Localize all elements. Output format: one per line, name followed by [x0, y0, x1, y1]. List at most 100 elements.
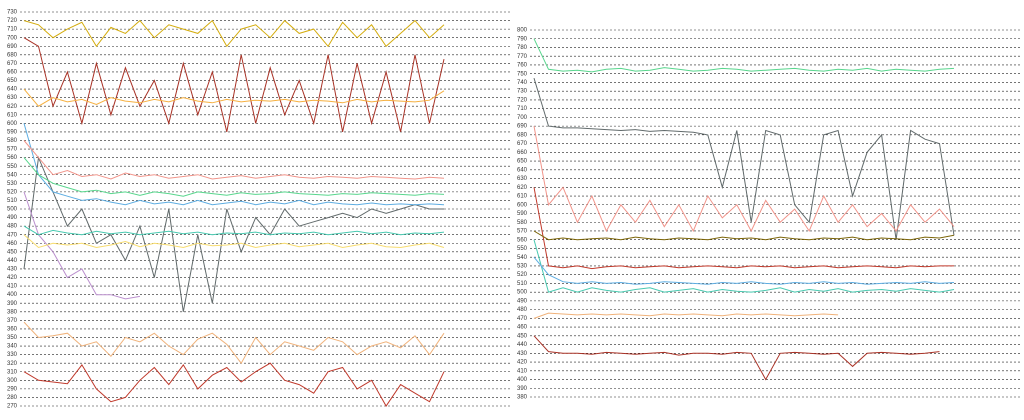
- y-tick-label: 530: [7, 181, 18, 187]
- series-line: [23, 362, 445, 407]
- y-tick-label: 700: [517, 115, 528, 121]
- y-tick-label: 800: [517, 28, 528, 34]
- series-line: [533, 256, 955, 285]
- y-tick-label: 440: [7, 258, 18, 264]
- series-line: [23, 140, 445, 180]
- y-tick-label: 450: [7, 249, 18, 255]
- y-tick-label: 610: [517, 194, 528, 200]
- y-tick-label: 770: [517, 54, 528, 60]
- y-tick-label: 410: [7, 284, 18, 290]
- series-line: [23, 88, 445, 107]
- y-tick-label: 710: [7, 27, 18, 33]
- y-tick-label: 560: [7, 155, 18, 161]
- series-line: [23, 157, 445, 197]
- y-tick-label: 510: [7, 198, 18, 204]
- y-tick-label: 420: [7, 275, 18, 281]
- y-tick-label: 420: [517, 360, 528, 366]
- y-tick-label: 550: [517, 246, 528, 252]
- series-line: [23, 191, 140, 300]
- y-tick-label: 620: [7, 104, 18, 110]
- y-tick-label: 630: [7, 95, 18, 101]
- series-line: [23, 234, 445, 249]
- y-tick-label: 570: [517, 229, 528, 235]
- series-line: [533, 312, 839, 319]
- y-tick-label: 640: [7, 87, 18, 93]
- y-tick-label: 460: [517, 325, 528, 331]
- y-tick-label: 320: [7, 361, 18, 367]
- y-tick-label: 520: [7, 189, 18, 195]
- y-tick-label: 350: [7, 335, 18, 341]
- series-line: [23, 37, 445, 133]
- series-line: [533, 239, 955, 293]
- y-tick-label: 410: [517, 368, 528, 374]
- series-line: [533, 77, 955, 240]
- y-tick-label: 670: [517, 141, 528, 147]
- series-line: [533, 126, 955, 233]
- y-tick-label: 390: [517, 386, 528, 392]
- y-tick-label: 520: [517, 272, 528, 278]
- y-tick-label: 540: [517, 255, 528, 261]
- y-tick-label: 470: [7, 232, 18, 238]
- series-line: [23, 155, 444, 312]
- y-tick-label: 340: [7, 344, 18, 350]
- series-line: [23, 123, 445, 206]
- y-tick-label: 660: [517, 150, 528, 156]
- y-tick-label: 680: [517, 132, 528, 138]
- y-tick-label: 630: [517, 176, 528, 182]
- y-tick-label: 640: [517, 167, 528, 173]
- y-tick-label: 660: [7, 70, 18, 76]
- series-line: [533, 38, 955, 73]
- series-line: [23, 321, 445, 365]
- y-tick-label: 390: [7, 301, 18, 307]
- y-tick-label: 280: [7, 395, 18, 401]
- y-tick-label: 430: [7, 267, 18, 273]
- y-tick-label: 590: [7, 129, 18, 135]
- y-tick-label: 780: [517, 45, 528, 51]
- y-tick-label: 500: [7, 207, 18, 213]
- y-tick-label: 570: [7, 147, 18, 153]
- y-tick-label: 600: [7, 121, 18, 127]
- y-tick-label: 400: [517, 377, 528, 383]
- y-tick-label: 370: [7, 318, 18, 324]
- y-tick-label: 710: [517, 106, 528, 112]
- y-tick-label: 690: [517, 124, 528, 130]
- y-tick-label: 480: [517, 307, 528, 313]
- series-line: [533, 187, 954, 270]
- y-tick-label: 740: [517, 80, 528, 86]
- y-tick-label: 650: [7, 78, 18, 84]
- y-tick-label: 590: [517, 211, 528, 217]
- y-tick-label: 580: [517, 220, 528, 226]
- y-tick-label: 330: [7, 352, 18, 358]
- y-tick-label: 610: [7, 112, 18, 118]
- y-tick-label: 310: [7, 369, 18, 375]
- y-tick-label: 500: [517, 290, 528, 296]
- y-tick-label: 300: [7, 378, 18, 384]
- y-tick-label: 560: [517, 237, 528, 243]
- y-tick-label: 490: [7, 215, 18, 221]
- series-line: [533, 335, 940, 381]
- y-tick-label: 600: [517, 202, 528, 208]
- y-tick-label: 270: [7, 404, 18, 410]
- series-line: [533, 230, 955, 241]
- y-tick-label: 360: [7, 326, 18, 332]
- y-tick-label: 530: [517, 264, 528, 270]
- y-tick-label: 730: [517, 89, 528, 95]
- y-tick-label: 550: [7, 164, 18, 170]
- y-tick-label: 720: [517, 97, 528, 103]
- y-tick-label: 720: [7, 18, 18, 24]
- y-tick-label: 510: [517, 281, 528, 287]
- y-tick-label: 670: [7, 61, 18, 67]
- y-tick-label: 580: [7, 138, 18, 144]
- y-tick-label: 480: [7, 224, 18, 230]
- y-tick-label: 690: [7, 44, 18, 50]
- y-tick-label: 680: [7, 52, 18, 58]
- y-tick-label: 750: [517, 71, 528, 77]
- series-line: [23, 225, 445, 236]
- y-tick-label: 540: [7, 172, 18, 178]
- y-tick-label: 760: [517, 63, 528, 69]
- y-tick-label: 460: [7, 241, 18, 247]
- y-tick-label: 650: [517, 159, 528, 165]
- y-tick-label: 700: [7, 35, 18, 41]
